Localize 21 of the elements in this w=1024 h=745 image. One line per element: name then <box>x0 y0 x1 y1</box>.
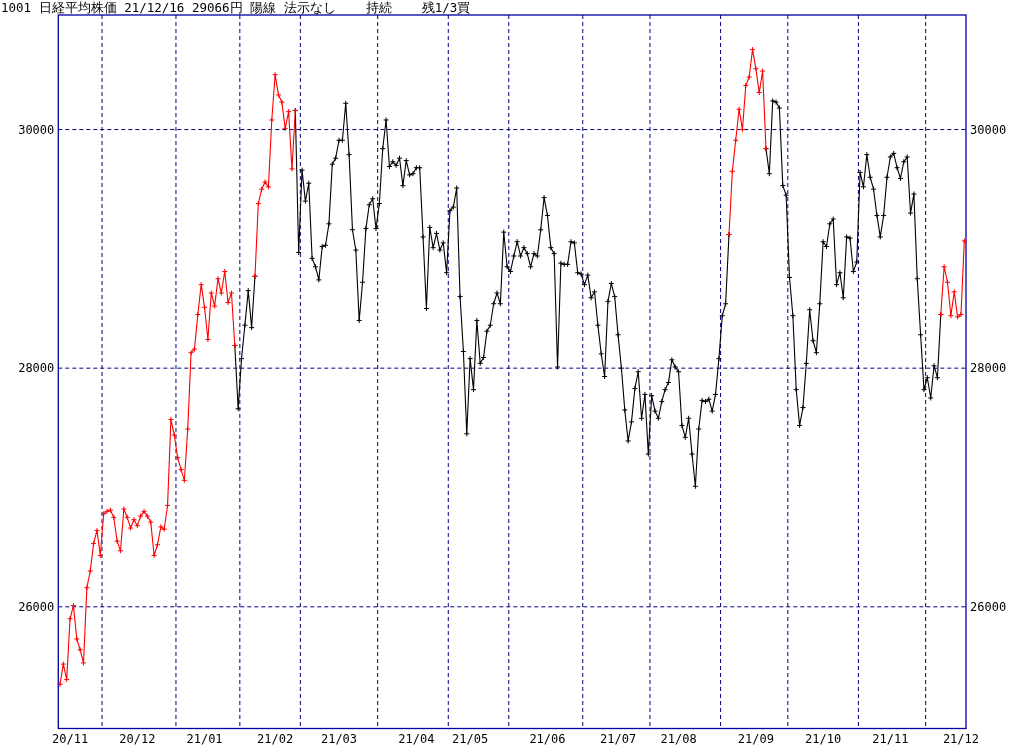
x-tick-label: 21/07 <box>599 731 637 745</box>
x-tick-label: 20/11 <box>52 731 89 745</box>
x-tick-label: 21/06 <box>529 731 566 745</box>
y-tick-label: 30000 <box>18 122 55 137</box>
y2-tick-label: 26000 <box>970 599 1007 614</box>
y2-tick-label: 28000 <box>970 361 1007 376</box>
y-tick-label: 28000 <box>18 361 55 376</box>
x-tick-label: 21/02 <box>257 731 294 745</box>
x-tick-label: 21/10 <box>805 731 842 745</box>
x-tick-label: 21/04 <box>398 731 435 745</box>
x-tick-label: 21/01 <box>186 731 223 745</box>
x-tick-label: 21/09 <box>737 731 774 745</box>
x-tick-label: 21/11 <box>872 731 909 745</box>
x-tick-label: 21/05 <box>452 731 489 745</box>
x-tick-label: 21/12 <box>942 731 980 745</box>
y-tick-label: 26000 <box>18 599 55 614</box>
x-tick-label: 21/03 <box>320 731 358 745</box>
x-tick-label: 21/08 <box>660 731 697 745</box>
chart-title: 1001 日経平均株価 21/12/16 29066円 陽線 法示なし 持続 残1/3買 <box>1 0 471 15</box>
x-tick-label: 20/12 <box>119 731 156 745</box>
y2-tick-label: 30000 <box>970 122 1007 137</box>
